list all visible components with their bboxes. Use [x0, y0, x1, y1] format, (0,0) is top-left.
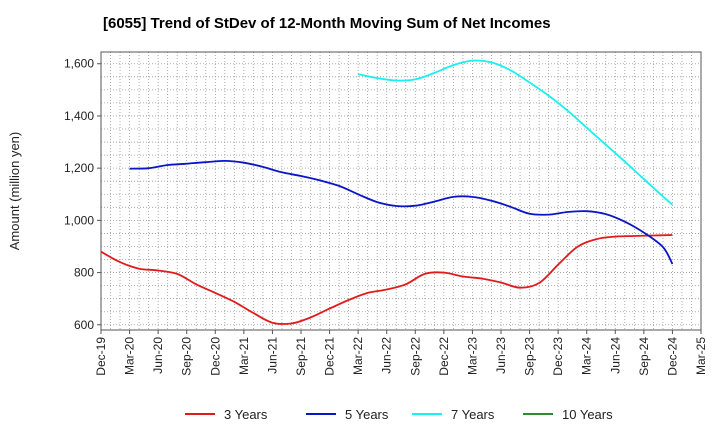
x-tick-label: Dec-22 — [437, 337, 451, 376]
y-axis-label: Amount (million yen) — [7, 132, 22, 251]
x-tick-label: Dec-20 — [208, 337, 222, 376]
x-tick-label: Sep-24 — [637, 337, 651, 376]
y-tick-label: 1,400 — [64, 109, 94, 123]
y-tick-label: 1,600 — [64, 57, 94, 71]
y-tick-label: 1,200 — [64, 161, 94, 175]
series-line-3-years — [100, 234, 673, 325]
series-line-5-years — [129, 159, 674, 265]
x-tick-label: Jun-23 — [494, 337, 508, 374]
x-tick-label: Dec-23 — [551, 337, 565, 376]
x-tick-label: Jun-22 — [380, 337, 394, 374]
y-tick-label: 800 — [74, 266, 94, 280]
legend-label-7-years: 7 Years — [451, 407, 495, 422]
legend-label-3-years: 3 Years — [224, 407, 268, 422]
series-line-7-years — [357, 59, 673, 206]
x-tick-label: Sep-23 — [523, 337, 537, 376]
plot-border — [100, 51, 702, 331]
x-tick-label: Sep-21 — [294, 337, 308, 376]
plot-area — [101, 52, 701, 330]
x-tick-label: Sep-20 — [180, 337, 194, 376]
x-tick-label: Jun-21 — [265, 337, 279, 374]
legend-label-10-years: 10 Years — [562, 407, 613, 422]
x-tick-label: Mar-24 — [580, 337, 594, 375]
chart-title: [6055] Trend of StDev of 12-Month Moving… — [103, 15, 551, 32]
x-axis-ticks: Dec-19 Mar-20 Jun-20 Sep-20 Dec-20 Mar-21 Jun-… — [94, 330, 708, 376]
legend-label-5-years: 5 Years — [345, 407, 389, 422]
x-tick-label: Dec-21 — [323, 337, 337, 376]
x-tick-label: Mar-22 — [351, 337, 365, 375]
y-tick-label: 1,000 — [64, 213, 94, 227]
x-tick-label: Sep-22 — [408, 337, 422, 376]
y-tick-label: 600 — [74, 318, 94, 332]
x-tick-label: Jun-24 — [608, 337, 622, 374]
y-axis-ticks: 600 800 1,000 1,200 1,400 1,600 — [64, 57, 101, 332]
x-tick-label: Jun-20 — [151, 337, 165, 374]
x-tick-label: Dec-19 — [94, 337, 108, 376]
x-tick-label: Dec-24 — [665, 337, 679, 376]
legend: 3 Years 5 Years 7 Years 10 Years — [185, 407, 613, 422]
series-lines — [100, 59, 674, 325]
x-tick-label: Mar-23 — [465, 337, 479, 375]
x-tick-label: Mar-21 — [237, 337, 251, 375]
x-tick-label: Mar-20 — [123, 337, 137, 375]
x-tick-label: Mar-25 — [694, 337, 708, 375]
